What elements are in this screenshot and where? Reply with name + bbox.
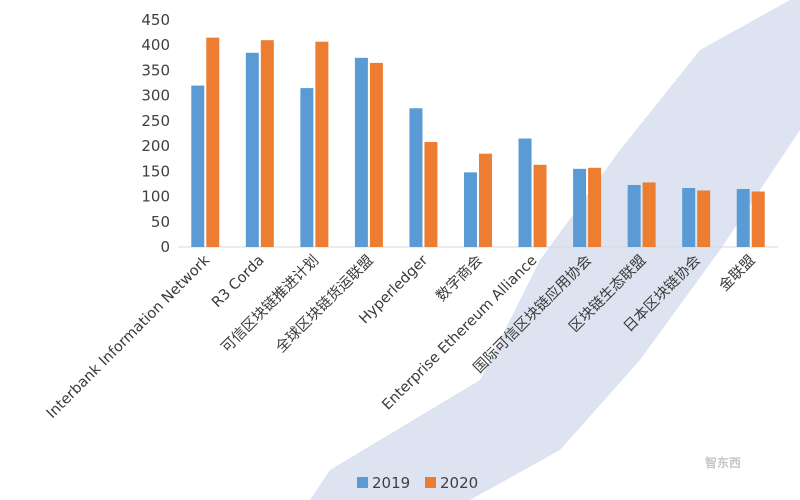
bar-2020 <box>533 164 547 247</box>
bar-2020 <box>369 62 383 247</box>
bar-2020 <box>424 142 438 247</box>
bar-2020 <box>642 182 656 247</box>
y-tick-label: 300 <box>141 87 170 105</box>
bar-2020 <box>751 191 765 247</box>
y-tick-label: 50 <box>151 213 170 231</box>
bar-2019 <box>682 187 696 247</box>
bar-2019 <box>464 172 477 247</box>
y-axis: 0 50 100 150 200 250 300 350 400 450 <box>141 11 170 256</box>
y-tick-label: 450 <box>141 11 170 29</box>
legend-swatch-2020 <box>425 477 436 488</box>
watermark-text: 智东西 <box>704 455 741 470</box>
bar-2019 <box>573 168 587 247</box>
y-tick-label: 150 <box>141 162 170 180</box>
bar-2019 <box>736 188 750 247</box>
y-tick-label: 100 <box>141 188 170 206</box>
legend: 2019 2020 <box>357 474 478 492</box>
legend-label-2019: 2019 <box>372 474 410 492</box>
bar-2020 <box>206 37 220 248</box>
bar-2019 <box>300 88 314 247</box>
legend-swatch-2019 <box>357 477 368 488</box>
watermark-logo: 智东西 <box>704 455 741 470</box>
legend-label-2020: 2020 <box>440 474 478 492</box>
y-tick-label: 400 <box>141 36 170 54</box>
bar-2020 <box>588 167 602 247</box>
y-tick-label: 200 <box>141 137 170 155</box>
category-label: 全球区块链货运联盟 <box>272 251 377 356</box>
bar-2019 <box>409 108 423 248</box>
y-tick-label: 250 <box>141 112 170 130</box>
bar-2020 <box>315 41 329 247</box>
bar-2020 <box>479 153 492 247</box>
category-label: R3 Corda <box>209 253 267 311</box>
bar-2020 <box>697 190 711 247</box>
bars <box>191 37 765 248</box>
bar-2019 <box>245 52 259 248</box>
category-label: Interbank Information Network <box>44 252 214 422</box>
category-label: 数字商会 <box>433 252 486 305</box>
bar-2019 <box>354 57 368 248</box>
category-label: 可信区块链推进计划 <box>218 252 322 356</box>
y-tick-label: 350 <box>141 61 170 79</box>
bar-2019 <box>518 138 532 247</box>
bar-2019 <box>627 184 641 247</box>
y-tick-label: 0 <box>160 238 170 256</box>
background-watermark <box>310 0 800 500</box>
bar-2020 <box>260 40 274 247</box>
bar-2019 <box>191 85 205 247</box>
category-label: 金联盟 <box>716 252 759 295</box>
